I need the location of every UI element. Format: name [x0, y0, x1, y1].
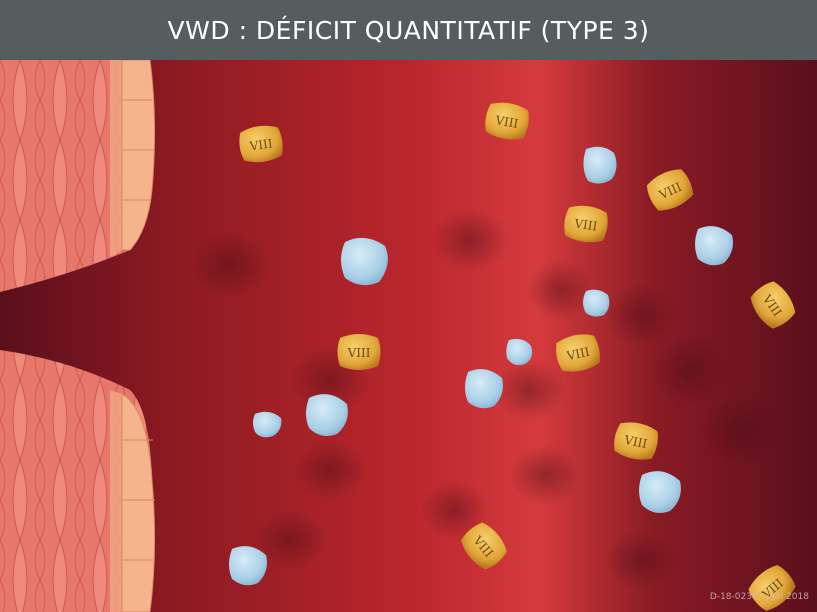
factor-viii-label: VIII	[347, 346, 371, 360]
factor-viii-label: VIII	[248, 136, 274, 153]
factor-viii: VIII	[461, 522, 507, 570]
factor-viii-label: VIII	[573, 216, 599, 233]
factor-viii-label: VIII	[622, 433, 649, 452]
factor-viii: VIII	[556, 334, 600, 372]
document-code: D-18-0238 - Juin 2018	[709, 592, 809, 602]
platelet	[583, 146, 617, 184]
background-blood-cells	[190, 208, 780, 590]
platelet	[695, 226, 733, 266]
factor-viii: VIII	[239, 125, 283, 163]
vessel-wall	[0, 60, 156, 612]
platelet	[341, 237, 388, 286]
factor-viii: VIII	[748, 565, 796, 611]
platelet	[583, 289, 610, 317]
factor-viii: VIII	[614, 422, 658, 460]
factor-viii: VIII	[750, 281, 796, 329]
factor-viii-label: VIII	[565, 345, 592, 364]
title-bar: VWD : DÉFICIT QUANTITATIF (TYPE 3)	[0, 0, 817, 60]
platelet	[306, 394, 348, 436]
factor-viii: VIII	[485, 102, 529, 140]
platelets	[229, 146, 733, 586]
page-title: VWD : DÉFICIT QUANTITATIF (TYPE 3)	[167, 15, 650, 45]
factor-viii: VIII	[564, 205, 608, 243]
factor-viii: VIII	[646, 169, 694, 211]
platelet	[639, 471, 681, 513]
platelet	[465, 369, 503, 409]
platelet	[253, 411, 282, 438]
factor-viii-molecules: VIII VIII VIII VIII VIII VIII	[239, 102, 796, 611]
platelet	[506, 338, 533, 366]
blood-vessel-scene: VIII VIII VIII VIII VIII VIII	[0, 60, 817, 612]
platelet	[229, 546, 267, 586]
factor-viii-label: VIII	[493, 113, 519, 131]
factor-viii: VIII	[337, 334, 381, 370]
